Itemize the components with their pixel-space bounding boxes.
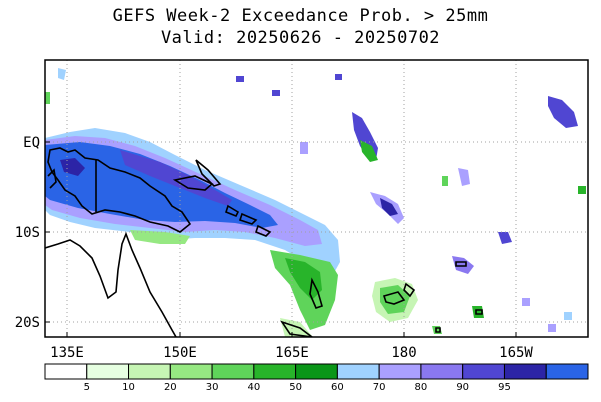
colorbar-swatch xyxy=(211,363,255,380)
region-green-dark xyxy=(285,258,322,300)
coast-new-britain xyxy=(172,175,214,191)
colorbar-swatch xyxy=(462,363,505,380)
region-east-blob-1b xyxy=(360,140,378,162)
coast-new-guinea xyxy=(47,147,192,233)
colorbar-swatch xyxy=(86,363,130,380)
probability-shading xyxy=(45,68,586,337)
colorbar-label: 50 xyxy=(289,382,302,393)
colorbar-swatch xyxy=(420,363,464,380)
coast-fiji-2 xyxy=(403,282,416,298)
colorbar-label: 70 xyxy=(373,382,386,393)
map-title: GEFS Week-2 Exceedance Prob. > 25mm xyxy=(112,6,489,26)
region-east-blob-5 xyxy=(452,256,474,274)
colorbar-swatch xyxy=(545,363,589,380)
colorbar-swatch xyxy=(378,363,422,380)
coast-new-caledonia xyxy=(280,320,314,337)
coast-small-2 xyxy=(435,327,441,333)
coast-small-1 xyxy=(475,309,483,315)
colorbar-label: 95 xyxy=(498,382,511,393)
colorbar-label: 5 xyxy=(84,382,90,393)
colorbar-label: 30 xyxy=(206,382,219,393)
region-east-blob-14 xyxy=(45,92,50,104)
colorbar-label: 10 xyxy=(122,382,135,393)
colorbar-label: 20 xyxy=(164,382,177,393)
region-band-navy xyxy=(60,158,85,176)
plot-frame xyxy=(44,59,589,338)
region-east-blob-10 xyxy=(300,142,308,154)
y-tick-label: EQ xyxy=(23,135,40,151)
colorbar-swatch xyxy=(169,363,213,380)
region-east-blob-20 xyxy=(564,312,572,320)
colorbar-label: 60 xyxy=(331,382,344,393)
region-east-blob-17 xyxy=(578,186,586,194)
region-east-blob-6 xyxy=(498,232,512,244)
coast-fiji xyxy=(382,291,406,305)
map-subtitle: Valid: 20250626 - 20250702 xyxy=(160,28,441,48)
region-east-blob-8 xyxy=(472,306,484,318)
x-tick-label: 180 xyxy=(391,345,416,361)
grid-lines xyxy=(45,60,588,337)
coastlines xyxy=(45,147,483,337)
region-east-blob-4 xyxy=(548,96,578,128)
coast-new-ireland xyxy=(195,159,222,187)
region-east-blob-3b xyxy=(380,285,410,314)
region-east-blob-19 xyxy=(442,176,448,186)
coast-samoa xyxy=(455,261,467,267)
region-green-south-band xyxy=(130,230,190,244)
colorbar-swatch xyxy=(128,363,171,380)
x-tick-label: 150E xyxy=(163,345,197,361)
region-east-blob-11 xyxy=(236,76,244,82)
coast-solomons-3 xyxy=(255,224,272,237)
colorbar-swatch xyxy=(44,363,88,380)
colorbar-swatch xyxy=(253,363,297,380)
region-east-blob-2b xyxy=(380,198,398,216)
x-tick-label: 165E xyxy=(275,345,309,361)
coast-australia xyxy=(45,231,177,337)
colorbar: 5 10 20 30 40 50 60 70 80 90 95 xyxy=(44,363,589,393)
coast-halmahera xyxy=(47,168,57,189)
region-band-darkpurple xyxy=(120,150,232,206)
colorbar-label: 90 xyxy=(456,382,469,393)
region-east-blob-7 xyxy=(458,168,470,186)
coast-vanuatu xyxy=(309,277,323,309)
colorbar-swatch xyxy=(503,363,547,380)
region-east-blob-13 xyxy=(58,68,66,80)
colorbar-swatch xyxy=(336,363,380,380)
tick-marks xyxy=(45,141,517,337)
coast-solomons-2 xyxy=(238,212,258,225)
y-tick-label: 10S xyxy=(15,225,40,241)
coast-solomons-1 xyxy=(225,204,240,218)
region-east-blob-16 xyxy=(522,298,530,306)
region-east-blob-18 xyxy=(548,324,556,332)
region-east-blob-12 xyxy=(272,90,280,96)
colorbar-swatch xyxy=(295,363,338,380)
x-tick-label: 135E xyxy=(50,345,84,361)
colorbar-label: 40 xyxy=(247,382,260,393)
x-tick-label: 165W xyxy=(499,345,533,361)
colorbar-label: 80 xyxy=(415,382,428,393)
region-east-blob-15 xyxy=(335,74,342,80)
y-tick-label: 20S xyxy=(15,315,40,331)
